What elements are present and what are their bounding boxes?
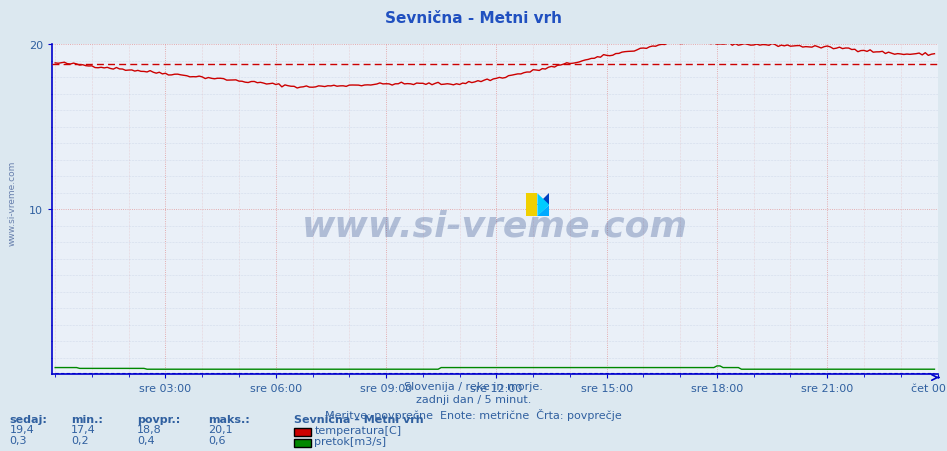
Text: povpr.:: povpr.:: [137, 414, 181, 423]
Text: maks.:: maks.:: [208, 414, 250, 423]
Text: 0,6: 0,6: [208, 435, 225, 445]
Text: sedaj:: sedaj:: [9, 414, 47, 423]
Text: www.si-vreme.com: www.si-vreme.com: [8, 161, 17, 245]
Text: 18,8: 18,8: [137, 424, 162, 434]
Text: zadnji dan / 5 minut.: zadnji dan / 5 minut.: [416, 395, 531, 405]
Text: Sevnična – Metni vrh: Sevnična – Metni vrh: [294, 414, 423, 423]
Text: min.:: min.:: [71, 414, 103, 423]
Text: 19,4: 19,4: [9, 424, 34, 434]
Text: 20,1: 20,1: [208, 424, 233, 434]
Polygon shape: [538, 194, 549, 216]
Text: Meritve: povprečne  Enote: metrične  Črta: povprečje: Meritve: povprečne Enote: metrične Črta:…: [325, 408, 622, 420]
Text: pretok[m3/s]: pretok[m3/s]: [314, 436, 386, 446]
Text: Slovenija / reke in morje.: Slovenija / reke in morje.: [404, 381, 543, 391]
Text: 0,3: 0,3: [9, 435, 27, 445]
Text: www.si-vreme.com: www.si-vreme.com: [302, 209, 688, 243]
Polygon shape: [538, 194, 549, 205]
Text: 0,2: 0,2: [71, 435, 89, 445]
Text: 17,4: 17,4: [71, 424, 96, 434]
Bar: [526, 194, 538, 216]
Text: Sevnična - Metni vrh: Sevnična - Metni vrh: [385, 11, 562, 26]
Text: temperatura[C]: temperatura[C]: [314, 425, 402, 435]
Text: 0,4: 0,4: [137, 435, 155, 445]
Polygon shape: [538, 205, 549, 216]
